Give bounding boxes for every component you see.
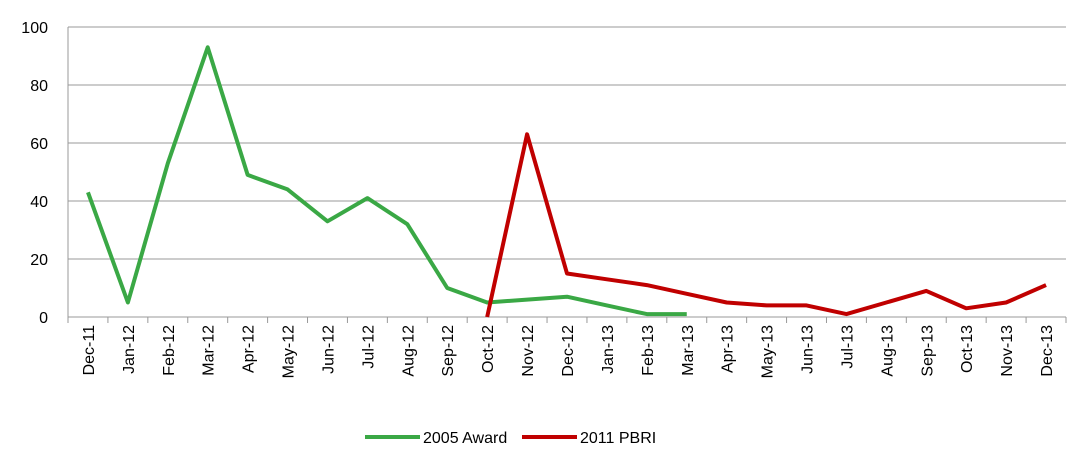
- x-tick-label: Jun-13: [800, 325, 817, 374]
- x-tick-label: Oct-12: [480, 325, 497, 373]
- x-tick-label: Dec-12: [560, 325, 577, 377]
- x-tick-label: May-13: [760, 325, 777, 378]
- x-tick-label: Jan-13: [600, 325, 617, 374]
- y-tick-label: 0: [39, 310, 48, 327]
- x-tick-label: Dec-11: [81, 325, 98, 375]
- legend-label: 2005 Award: [423, 430, 507, 447]
- series-line: [485, 132, 1047, 318]
- x-tick-label: Jun-12: [320, 325, 337, 374]
- x-tick-label: Jan-12: [121, 325, 138, 374]
- y-tick-label: 100: [21, 20, 48, 37]
- x-tick-label: Apr-13: [720, 325, 737, 373]
- y-tick-label: 40: [30, 194, 48, 211]
- legend-label: 2011 PBRI: [580, 430, 656, 447]
- y-tick-label: 20: [30, 252, 48, 269]
- x-tick-label: Sep-13: [919, 325, 936, 377]
- x-tick-label: Feb-13: [640, 325, 657, 376]
- x-tick-label: Apr-12: [241, 325, 258, 373]
- series-line: [86, 45, 687, 317]
- y-tick-label: 80: [30, 78, 48, 95]
- x-tick-label: Jul-13: [839, 325, 856, 369]
- x-tick-label: Aug-12: [400, 325, 417, 377]
- y-tick-label: 60: [30, 136, 48, 153]
- x-tick-label: Mar-12: [201, 325, 218, 376]
- x-tick-label: Oct-13: [959, 325, 976, 373]
- x-tick-label: Nov-12: [520, 325, 537, 377]
- x-tick-label: Jul-12: [360, 325, 377, 369]
- x-tick-label: Dec-13: [1039, 325, 1056, 377]
- x-tick-label: Mar-13: [680, 325, 697, 376]
- x-tick-label: Sep-12: [440, 325, 457, 377]
- x-tick-label: Nov-13: [999, 325, 1016, 377]
- x-tick-label: Feb-12: [161, 325, 178, 376]
- x-tick-label: Aug-13: [879, 325, 896, 377]
- x-tick-label: May-12: [281, 325, 298, 378]
